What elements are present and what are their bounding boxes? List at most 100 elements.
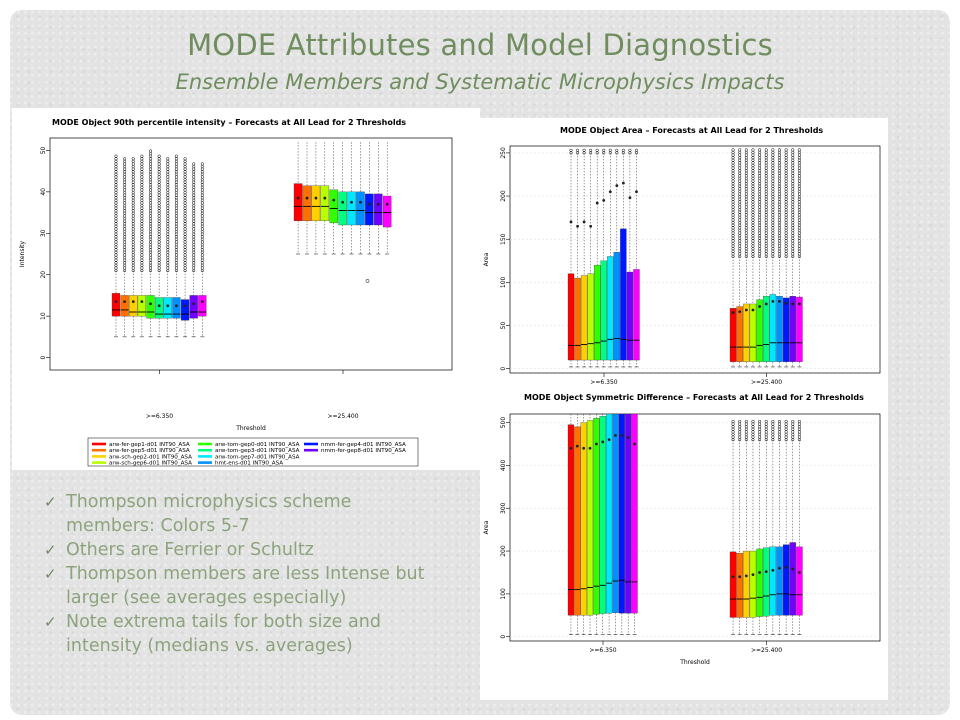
outlier-point [791,158,795,162]
outlier-point [140,201,144,205]
outlier-point [771,430,775,434]
outlier-point [131,204,135,208]
outlier-point [738,221,742,225]
outlier-point [777,247,782,251]
outlier-point [751,176,755,181]
outlier-point [131,224,135,228]
outlier-point [166,191,170,195]
outlier-point [200,258,204,262]
outlier-point [758,197,762,201]
outlier-point [174,172,178,176]
mean-point [341,200,345,204]
mean-point [305,196,309,200]
outlier-point [148,167,153,171]
box [763,296,770,362]
outlier-point [784,148,788,152]
outlier-point [738,163,742,168]
outlier-point [123,253,127,257]
outlier-point [200,227,204,231]
outlier-point [183,201,187,205]
outlier-point [771,223,775,227]
outlier-point [123,243,127,247]
x-axis-label: Threshold [679,659,710,666]
outlier-point [183,230,187,234]
outlier-point [738,223,742,227]
outlier-point [764,148,768,152]
outlier-point [200,219,204,223]
outlier-point [166,162,170,166]
outlier-point [148,204,153,208]
outlier-point [771,192,775,196]
outlier-point [200,183,204,187]
outlier-point [777,200,782,204]
outlier-point [764,195,768,199]
y-tick-label: 150 [500,233,507,245]
outlier-point [791,189,795,194]
outlier-point [738,200,742,204]
outlier-point [764,197,768,201]
outlier-point [771,202,775,207]
outlier-point [131,222,135,226]
outlier-point [157,261,161,265]
outlier-point [140,159,144,163]
mean-point [385,202,389,206]
outlier-point [114,172,118,176]
outlier-point [771,249,775,253]
outlier-point [157,178,161,182]
outlier-point [764,163,768,168]
outlier-point [183,253,187,257]
outlier-point [764,430,768,434]
outlier-point [751,213,755,217]
outlier-point [744,182,748,186]
outlier-point [791,161,795,165]
outlier-point [764,208,768,212]
outlier-point [174,248,178,252]
outlier-point [784,430,788,434]
outlier-point [131,193,135,197]
outlier-point [183,214,187,218]
outlier-point [764,228,768,233]
outlier-point [200,248,204,252]
outlier-point [751,422,755,426]
outlier-point [764,182,768,186]
outlier-point [131,219,135,223]
outlier-point [183,172,187,176]
mean-point [633,442,636,446]
outlier-point [744,213,748,217]
box [729,551,737,618]
outlier-point [157,217,161,221]
outlier-point [758,249,762,253]
box [120,295,129,317]
outlier-point [738,150,742,155]
outlier-point [797,425,801,429]
outlier-point [784,150,788,155]
outlier-point [131,237,135,241]
mean-point [296,196,300,200]
outlier-point [758,252,762,256]
outlier-point [744,252,748,256]
outlier-point [797,430,801,434]
outlier-point [797,244,801,248]
outlier-point [131,240,135,244]
outlier-point [784,234,788,238]
box [338,191,347,226]
outlier-point [569,148,573,152]
outlier-point [738,174,742,178]
outlier-point [731,184,735,188]
outlier-point [183,204,187,208]
outlier-point [797,200,801,204]
outlier-point [791,218,795,222]
outlier-point [166,188,170,192]
outlier-point [777,223,782,227]
outlier-point [148,201,153,205]
outlier-point [731,208,735,212]
outlier-point [200,196,204,200]
legend-label: arw-tom-gep0-d01 INT90_ASA [215,442,300,448]
bullet-item: ✓ Others are Ferrier or Schultz [44,540,314,560]
outlier-point [140,219,144,223]
box [574,277,581,361]
outlier-point [784,215,788,220]
outlier-point [731,179,735,183]
outlier-point [784,419,788,424]
outlier-point [751,189,755,194]
